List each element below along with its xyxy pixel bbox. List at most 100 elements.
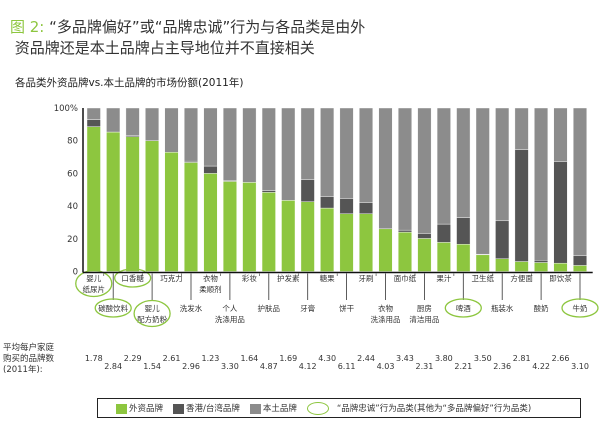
brands-per-household-value: 1.23: [202, 354, 220, 363]
loyalty-ring-icon: [75, 269, 113, 298]
category-label: 洗发水: [180, 303, 203, 313]
category-label: 即饮茶: [549, 273, 572, 283]
brands-per-household-value: 2.31: [415, 362, 433, 371]
hh-label-line: (2011年):: [3, 365, 43, 375]
brands-per-household-value: 2.66: [552, 354, 570, 363]
brands-per-household-value: 2.44: [357, 354, 375, 363]
chart-title: 各品类外资品牌vs.本土品牌的市场份额(2011年): [15, 77, 244, 89]
bar-segment-local: [534, 107, 549, 261]
bar-segment-foreign: [320, 207, 335, 272]
bar-segment-hk-tw: [495, 220, 510, 259]
category-label: 啤酒: [456, 303, 471, 313]
bar-segment-foreign: [553, 262, 568, 272]
bar-segment-foreign: [573, 265, 587, 272]
bar-segment-local: [125, 107, 140, 136]
bar-segment-foreign: [184, 162, 198, 272]
bar-segment-local: [417, 107, 432, 234]
category-label: 果汁: [436, 273, 451, 283]
bar-segment-local: [339, 107, 354, 199]
hh-label-line: 购买的品牌数: [3, 354, 55, 364]
bar-segment-foreign: [378, 228, 393, 272]
loyalty-ring-icon: [133, 299, 171, 328]
bar-segment-hk-tw: [320, 196, 335, 209]
y-tick-label: 80: [67, 137, 78, 147]
loyalty-ring-icon: [561, 298, 599, 318]
figure-title: 图 2: “多品牌偏好”或“品牌忠诚”行为与各品类是由外 资品牌还是本土品牌占主…: [10, 17, 365, 59]
loyalty-ring-icon: [306, 401, 329, 415]
category-label: 牙膏: [300, 303, 315, 313]
bar-segment-hk-tw: [436, 223, 451, 243]
category-label: 婴儿纸尿片: [83, 274, 106, 294]
brands-per-household-value: 3.10: [571, 362, 589, 371]
brands-per-household-value: 2.29: [124, 354, 142, 363]
bar-segment-local: [300, 107, 315, 180]
y-tick-label: 100%: [54, 104, 78, 114]
bar-segment-hk-tw: [86, 119, 101, 127]
legend-swatch: [249, 403, 261, 414]
hh-label-line: 平均每户家庭: [3, 343, 55, 353]
brands-per-household-value: 3.50: [474, 354, 492, 363]
bar-segment-foreign: [514, 261, 529, 272]
bar-segment-local: [261, 107, 276, 191]
bar-segment-foreign: [125, 136, 140, 272]
legend-label: “品牌忠诚”行为品类(其他为“多品牌偏好”行为品类): [336, 403, 532, 414]
bar-segment-hk-tw: [456, 217, 471, 245]
bar-segment-local: [106, 107, 121, 133]
stacked-bar-chart: 0 20 40 60 80 100% 婴儿纸尿片 1.78 碳酸饮料 2.84 口香糖 2.29 婴儿配…: [54, 104, 599, 371]
bar-segment-local: [164, 107, 179, 153]
brands-per-household-value: 2.21: [454, 362, 472, 371]
loyalty-ring-icon: [444, 298, 482, 318]
category-label: 面巾纸: [394, 273, 417, 283]
bar-segment-local: [145, 107, 160, 141]
category-label: 婴儿配方奶粉: [137, 304, 167, 324]
y-tick-label: 20: [67, 235, 78, 245]
brands-per-household-value: 2.96: [182, 362, 200, 371]
bar-segment-foreign: [359, 213, 373, 272]
bar-segment-local: [495, 107, 510, 222]
bar-segment-foreign: [164, 152, 179, 272]
figure-label: 图 2:: [10, 18, 45, 36]
y-tick-label: 0: [73, 268, 78, 278]
category-label: 巧克力: [160, 273, 183, 283]
bar-segment-hk-tw: [534, 260, 549, 263]
category-label: 护发素: [277, 273, 300, 283]
legend-label: 外资品牌: [129, 404, 164, 414]
brands-per-household-value: 1.69: [279, 354, 297, 363]
bar-segment-foreign: [398, 231, 412, 272]
category-label: 衣物柔顺剂: [199, 273, 222, 294]
category-label: 碳酸饮料: [98, 303, 128, 313]
bar-segment-foreign: [281, 200, 296, 272]
loyalty-ring-icon: [94, 298, 132, 318]
brands-per-household-value: 2.61: [163, 354, 181, 363]
brands-per-household-value: 2.81: [513, 354, 531, 363]
bar-segment-local: [242, 107, 257, 183]
category-label: 衣物洗涤用品: [371, 303, 401, 324]
bar-segment-foreign: [261, 192, 276, 272]
bar-segment-foreign: [534, 262, 549, 272]
bar-segment-hk-tw: [573, 255, 587, 266]
bar-segment-local: [398, 107, 412, 231]
y-tick-label: 60: [67, 169, 78, 179]
legend-loyalty: “品牌忠诚”行为品类(其他为“多品牌偏好”行为品类): [306, 401, 532, 415]
loyalty-ring-icon: [113, 268, 152, 288]
bar-segment-local: [456, 107, 471, 218]
brands-per-household-value: 2.84: [104, 362, 122, 371]
bar-segment-foreign: [339, 213, 354, 272]
category-label: 厨房清洁用品: [409, 303, 439, 324]
bar-segment-hk-tw: [514, 149, 529, 262]
brands-per-household-value: 3.30: [221, 362, 239, 371]
bar-segment-local: [86, 107, 101, 120]
title-line-2: 资品牌还是本土品牌占主导地位并不直接相关: [14, 39, 315, 57]
category-label: 瓶装水: [491, 303, 514, 313]
bar-segment-local: [436, 107, 451, 225]
category-label: 牙刷: [359, 274, 374, 283]
legend: 外资品牌 香港/台湾品牌 本土品牌 “品牌忠诚”行为品类(其他为“多品牌偏好”行…: [97, 398, 581, 418]
brands-per-household-value: 4.22: [532, 362, 550, 371]
bar-segment-hk-tw: [300, 179, 315, 202]
legend-foreign: 外资品牌: [116, 402, 163, 414]
legend-swatch: [116, 403, 127, 414]
bar-segment-local: [475, 107, 490, 255]
category-label: 酸奶: [534, 303, 549, 313]
bar-segment-hk-tw: [398, 229, 412, 233]
legend-hk-tw: 香港/台湾品牌: [173, 402, 240, 414]
